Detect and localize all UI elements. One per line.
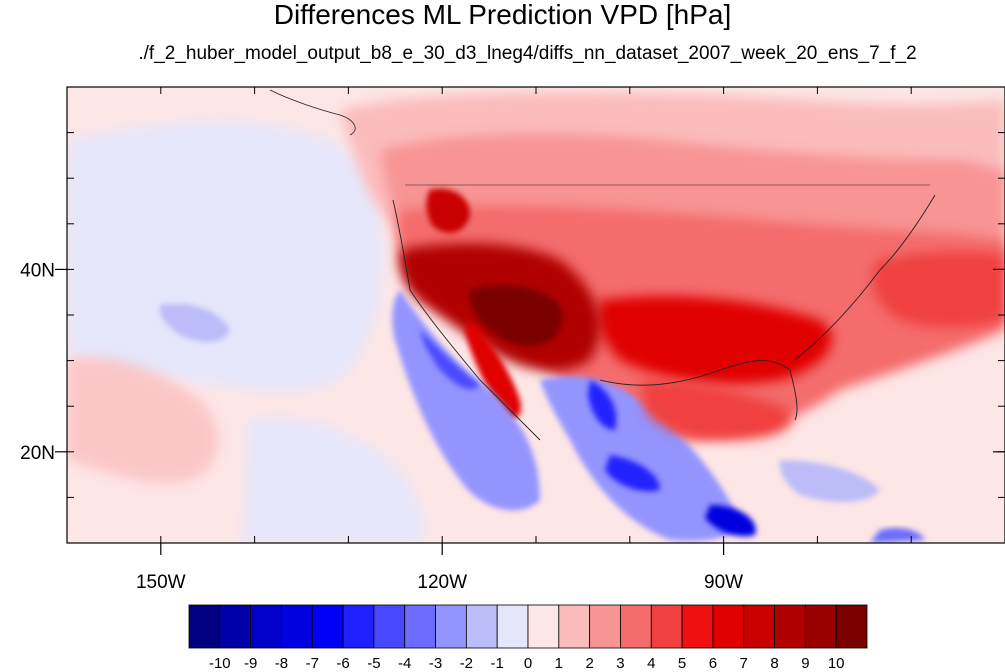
colorbar-swatch [774,604,806,649]
central-america-blue-core [705,505,756,537]
colorbar-swatch [620,604,652,649]
gulf-red-region [640,380,792,440]
colorbar-swatch [589,604,621,649]
colorbar-label: -2 [460,655,473,672]
alaska-coastline [269,89,356,136]
coastal-blue-core [420,330,480,390]
colorbar-label: -1 [491,655,504,672]
mexico-blue-core [605,455,660,492]
pacific-south-neutral [240,417,424,543]
baja-red-strip [465,320,521,419]
colorbar-label: -6 [336,655,349,672]
contour-field [67,87,1005,543]
colorbar-label: 4 [647,655,655,672]
atlantic-coastline [794,194,936,361]
gulf-coastline [599,360,798,421]
colorbar-label: 1 [555,655,563,672]
latitude-ticks: 40N 20N [20,132,1005,498]
colorbar-swatch [743,604,775,649]
colorbar-swatch [465,604,498,649]
gulf-california-blue [588,380,617,430]
colorbar-label: 5 [678,655,686,672]
colorbar-swatch [188,604,221,649]
colorbar-label: 7 [740,655,748,672]
colorbar-label: -9 [244,655,257,672]
colorbar-swatch [558,604,591,649]
colorbar-swatch [681,604,714,649]
northwest-red-spot [426,188,470,233]
map-title: Differences ML Prediction VPD [hPa] [273,0,732,30]
colorbar-label: 8 [770,655,778,672]
colorbar-swatch [650,604,683,649]
colorbar-label: -7 [306,655,319,672]
colorbar-label: -5 [367,655,380,672]
lon-tick-label: 150W [136,572,186,593]
central-america-blue [540,376,740,541]
colorbar-label: 10 [828,655,845,672]
pacific-pink-blob [67,357,219,483]
colorbar-swatch [219,604,252,649]
colorbar-label: -3 [429,655,442,672]
colorbar-label: -10 [209,655,231,672]
colorbar-swatch [250,604,282,649]
colorbar-swatch [342,604,375,649]
colorbar-swatch [804,604,837,649]
pacific-blue-blob [159,303,230,342]
colorbar-label: 0 [524,655,532,672]
southwest-maximum [470,285,563,346]
pacific-neutral-region [67,121,384,392]
colorbar-swatch [311,604,344,649]
colorbar-swatch [496,604,529,649]
colorbar-label: -8 [275,655,288,672]
colorbar-label: 6 [709,655,717,672]
colorbar-swatch [373,604,406,649]
colorbar-swatch [281,604,313,649]
pacific-coastline [392,199,541,441]
colorbar-swatch [835,604,868,649]
lon-tick-label: 120W [417,572,467,593]
lat-tick-label: 40N [20,260,55,281]
colorbar-swatch [527,604,560,649]
colorbar-swatch [404,604,436,649]
colorbar: -10 -9 -8 -7 -6 -5 -4 -3 -2 -1 0 1 2 3 4 5 6 7 8 9 10 [188,604,868,672]
colorbar-label: 3 [616,655,624,672]
colorbar-swatch [712,604,745,649]
caribbean-blue-patch [779,460,880,502]
atlantic-red-blob [871,251,1005,328]
map-subtitle: ./f_2_huber_model_output_b8_e_30_d3_lneg… [138,43,917,64]
longitude-ticks: 150W 120W 90W [136,87,912,593]
lat-tick-label: 20N [20,443,55,464]
colorbar-label: 2 [585,655,593,672]
colorbar-swatch [435,604,467,649]
colorbar-label: -4 [398,655,411,672]
colorbar-label: 9 [801,655,809,672]
lon-tick-label: 90W [704,572,743,593]
